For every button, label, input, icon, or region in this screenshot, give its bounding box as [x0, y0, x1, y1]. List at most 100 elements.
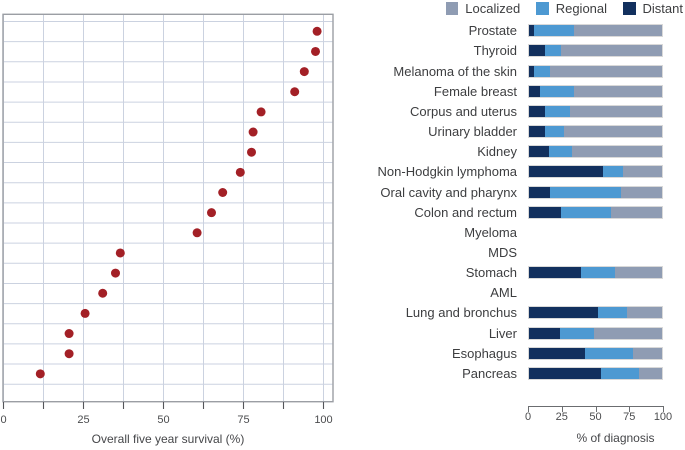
x-tick-label: 0 [0, 414, 6, 426]
distant-swatch-icon [623, 2, 636, 15]
stacked-bar [528, 125, 663, 139]
survival-dot [312, 26, 322, 36]
bar-segment-localized [574, 25, 662, 37]
bar-segment-regional [550, 186, 621, 198]
bar-segment-localized [571, 146, 662, 158]
stacked-bar [528, 346, 663, 360]
stacked-bar [528, 24, 663, 38]
bar-x-axis-tick [629, 407, 631, 412]
bar-segment-distant [529, 65, 535, 77]
stacked-bar [528, 64, 663, 78]
stacked-bar [528, 145, 663, 159]
bar-x-axis-tick [663, 407, 664, 412]
stacked-bar [528, 306, 663, 320]
bar-segment-localized [620, 186, 662, 198]
survival-dot [256, 107, 266, 117]
regional-swatch-icon [536, 2, 549, 15]
survival-dot [98, 288, 108, 298]
x-tick-label: 50 [157, 414, 169, 426]
bar-segment-regional [534, 25, 575, 37]
bar-segment-localized [560, 45, 662, 57]
bar-segment-distant [529, 327, 560, 339]
category-label: Melanoma of the skin [393, 63, 517, 79]
bar-segment-localized [570, 105, 662, 117]
bar-segment-regional [603, 166, 624, 178]
stacked-bar [528, 366, 663, 380]
category-label: Oral cavity and pharynx [380, 184, 517, 200]
bar-x-tick-label: 75 [623, 411, 636, 423]
bar-x-axis-tick [561, 407, 563, 412]
bar-x-tick-label: 25 [555, 411, 568, 423]
survival-dot [64, 329, 74, 339]
category-label: Non-Hodgkin lymphoma [377, 164, 517, 180]
bar-segment-distant [529, 347, 585, 359]
survival-dot [80, 308, 90, 318]
category-label: Liver [488, 325, 517, 341]
bar-segment-localized [611, 206, 662, 218]
bar-segment-regional [544, 105, 571, 117]
legend-label: Regional [555, 1, 608, 16]
bar-segment-localized [563, 126, 662, 138]
bar-segment-regional [544, 126, 564, 138]
bar-segment-distant [529, 126, 545, 138]
diagnosis-bar-chart: Prostate Thyroid Melanoma of the skin Femal… [343, 0, 685, 450]
x-tick-label: 25 [77, 414, 89, 426]
category-label: Esophagus [451, 345, 517, 361]
category-label: Urinary bladder [428, 124, 517, 140]
localized-swatch-icon [445, 2, 459, 15]
bar-segment-regional [560, 206, 612, 218]
survival-dot [111, 268, 120, 278]
legend-label: Localized [465, 1, 521, 16]
bar-segment-localized [615, 267, 662, 279]
stage-legend: Localized Regional Distant [445, 1, 683, 16]
bar-segment-localized [632, 347, 662, 359]
bar-segment-distant [529, 166, 604, 178]
left-axis-label: Overall five year survival (%) [91, 432, 245, 446]
bar-segment-distant [529, 186, 551, 198]
bar-x-axis-line [528, 406, 664, 407]
stacked-bar [528, 44, 663, 58]
bar-segment-regional [598, 307, 628, 319]
bar-segment-localized [623, 166, 662, 178]
x-tick-label: 75 [237, 414, 249, 426]
category-label: Colon and rectum [414, 204, 517, 220]
category-label: AML [490, 285, 517, 301]
plot-frame [2, 13, 334, 403]
bar-segment-distant [529, 85, 540, 97]
stacked-bar [528, 104, 663, 118]
survival-dot [299, 67, 309, 77]
stacked-bar [528, 84, 663, 98]
bar-segment-distant [529, 105, 545, 117]
bar-x-tick-label: 100 [653, 411, 673, 423]
stacked-bar [528, 205, 663, 219]
bar-segment-distant [529, 367, 601, 379]
bar-segment-distant [529, 267, 581, 279]
category-label: Corpus and uterus [410, 103, 517, 119]
bar-segment-regional [584, 347, 633, 359]
bar-segment-regional [559, 327, 595, 339]
bar-segment-regional [548, 146, 572, 158]
survival-dot [115, 248, 125, 258]
survival-dot-plot: 0 25 50 75 100 [0, 13, 334, 426]
bar-segment-distant [529, 206, 561, 218]
stacked-bar [528, 266, 663, 280]
category-label: Myeloma [464, 224, 517, 240]
bar-segment-regional [539, 85, 575, 97]
legend-item-localized: Localized [445, 1, 521, 16]
bar-segment-localized [639, 367, 662, 379]
bar-segment-regional [534, 65, 551, 77]
stacked-bar [528, 185, 663, 199]
survival-dot [35, 369, 45, 379]
survival-dot [207, 208, 216, 218]
bar-segment-localized [550, 65, 662, 77]
bar-x-axis-tick [528, 407, 529, 412]
bar-segment-regional [580, 267, 616, 279]
stacked-bar [528, 165, 663, 179]
bar-segment-regional [600, 367, 640, 379]
legend-item-regional: Regional [536, 1, 607, 16]
category-label: Thyroid [473, 43, 517, 59]
bar-segment-distant [529, 307, 599, 319]
survival-dot [248, 127, 258, 137]
bar-x-tick-label: 50 [589, 411, 602, 423]
legend-label: Distant [642, 1, 683, 16]
